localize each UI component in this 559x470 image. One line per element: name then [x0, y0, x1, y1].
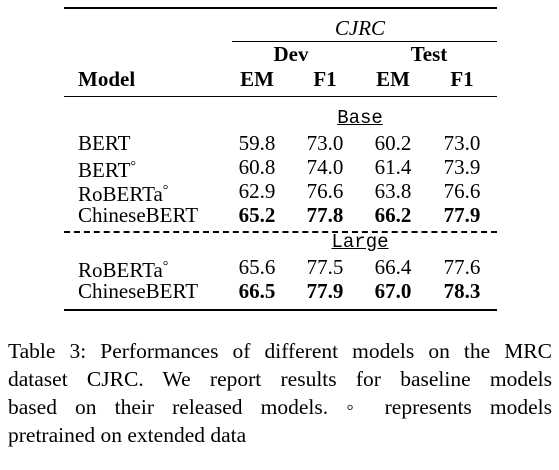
model-name: BERT	[78, 131, 131, 155]
value-cell: 60.2	[374, 131, 412, 155]
model-name: RoBERTa°	[78, 258, 169, 282]
metric-header-dev-em: EM	[240, 67, 274, 91]
metric-header-test-em: EM	[376, 67, 410, 91]
value-cell: 67.0	[374, 279, 412, 303]
model-name: ChineseBERT	[78, 279, 199, 303]
value-cell: 78.3	[443, 279, 481, 303]
value-cell: 59.8	[238, 131, 276, 155]
caption-line: pretrained on extended data	[8, 423, 247, 447]
value-cell: 76.6	[443, 179, 481, 203]
pretrained-marker: °	[162, 183, 169, 198]
section-label-large: Large	[331, 231, 389, 253]
value-cell: 62.9	[238, 179, 276, 203]
section-separator-dashed	[64, 231, 497, 233]
header-bottom-rule	[64, 96, 497, 97]
table-bottom-rule	[64, 309, 497, 311]
value-cell: 66.5	[238, 279, 276, 303]
value-cell: 65.2	[238, 203, 276, 227]
pretrained-marker: °	[130, 159, 137, 174]
value-cell: 77.6	[443, 255, 481, 279]
value-cell: 65.6	[238, 255, 276, 279]
group-header-dev: Dev	[273, 42, 309, 66]
model-name: BERT°	[78, 158, 137, 182]
value-cell: 77.5	[306, 255, 344, 279]
value-cell: 76.6	[306, 179, 344, 203]
caption-line: Table 3: Performances of different model…	[8, 339, 552, 363]
metric-header-test-f1: F1	[450, 67, 474, 91]
value-cell: 73.9	[443, 155, 481, 179]
metric-header-dev-f1: F1	[313, 67, 337, 91]
value-cell: 60.8	[238, 155, 276, 179]
section-label-base: Base	[337, 107, 383, 129]
dataset-header: CJRC	[334, 16, 386, 40]
model-name: RoBERTa°	[78, 182, 169, 206]
caption-line: based on their released models. ◦ repres…	[8, 395, 552, 419]
value-cell: 77.9	[443, 203, 481, 227]
value-cell: 77.9	[306, 279, 344, 303]
table-caption: Table 3: Performances of different model…	[8, 337, 552, 449]
group-header-test: Test	[410, 42, 448, 66]
value-cell: 66.4	[374, 255, 412, 279]
value-cell: 66.2	[374, 203, 412, 227]
value-cell: 73.0	[443, 131, 481, 155]
value-cell: 77.8	[306, 203, 344, 227]
value-cell: 74.0	[306, 155, 344, 179]
value-cell: 63.8	[374, 179, 412, 203]
model-name: ChineseBERT	[78, 203, 199, 227]
table-top-rule	[64, 7, 497, 9]
caption-line: dataset CJRC. We report results for base…	[8, 367, 552, 391]
model-column-header: Model	[78, 67, 136, 91]
dataset-underline	[232, 41, 497, 42]
value-cell: 73.0	[306, 131, 344, 155]
value-cell: 61.4	[374, 155, 412, 179]
pretrained-marker: °	[162, 259, 169, 274]
